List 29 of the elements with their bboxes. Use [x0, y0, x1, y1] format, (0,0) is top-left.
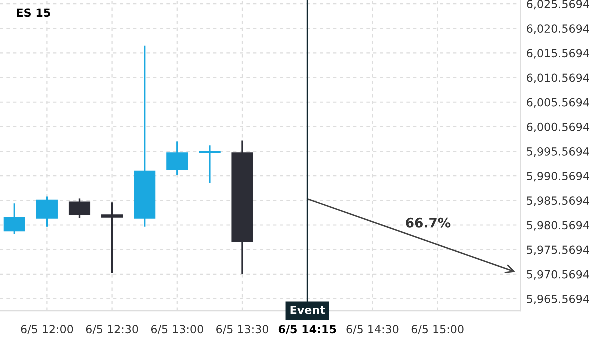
text: ES 15 [17, 8, 50, 18]
x-tick-label: 6/5 12:30 [86, 325, 138, 334]
candlestick [166, 142, 188, 176]
x-tick-label: 6/5 15:00 [412, 325, 464, 334]
y-tick-label: 5,985.5694 [527, 196, 590, 206]
y-tick-label: 6,000.5694 [527, 122, 590, 132]
x-tick-label: 6/5 14:15 [278, 325, 336, 334]
candlestick [4, 204, 26, 234]
candlestick [68, 198, 91, 218]
y-tick-label: 6,025.5694 [527, 0, 590, 10]
candlestick [36, 196, 58, 227]
x-tick-label: 6/5 13:00 [151, 325, 204, 334]
y-tick-label: 5,995.5694 [527, 148, 590, 158]
y-tick-label: 5,990.5694 [527, 172, 590, 182]
ref-line-label: Event [290, 306, 326, 314]
y-tick-label: 5,970.5694 [527, 270, 590, 280]
x-tick-label: 6/5 13:30 [216, 325, 268, 334]
y-tick-label: 5,965.5694 [527, 294, 590, 304]
y-tick-label: 5,980.5694 [527, 221, 590, 231]
y-tick-label: 5,975.5694 [527, 246, 590, 256]
x-tick-label: 6/5 14:30 [346, 325, 399, 334]
x-tick-label: 6/5 12:00 [21, 325, 74, 334]
y-tick-label: 6,015.5694 [527, 49, 590, 59]
candlestick [102, 202, 124, 274]
y-tick-label: 6,010.5694 [527, 74, 590, 84]
candlestick [199, 146, 221, 184]
y-tick-label: 6,020.5694 [527, 24, 590, 34]
annotation: 66.7% [406, 218, 451, 228]
y-tick-label: 6,005.5694 [527, 98, 590, 108]
